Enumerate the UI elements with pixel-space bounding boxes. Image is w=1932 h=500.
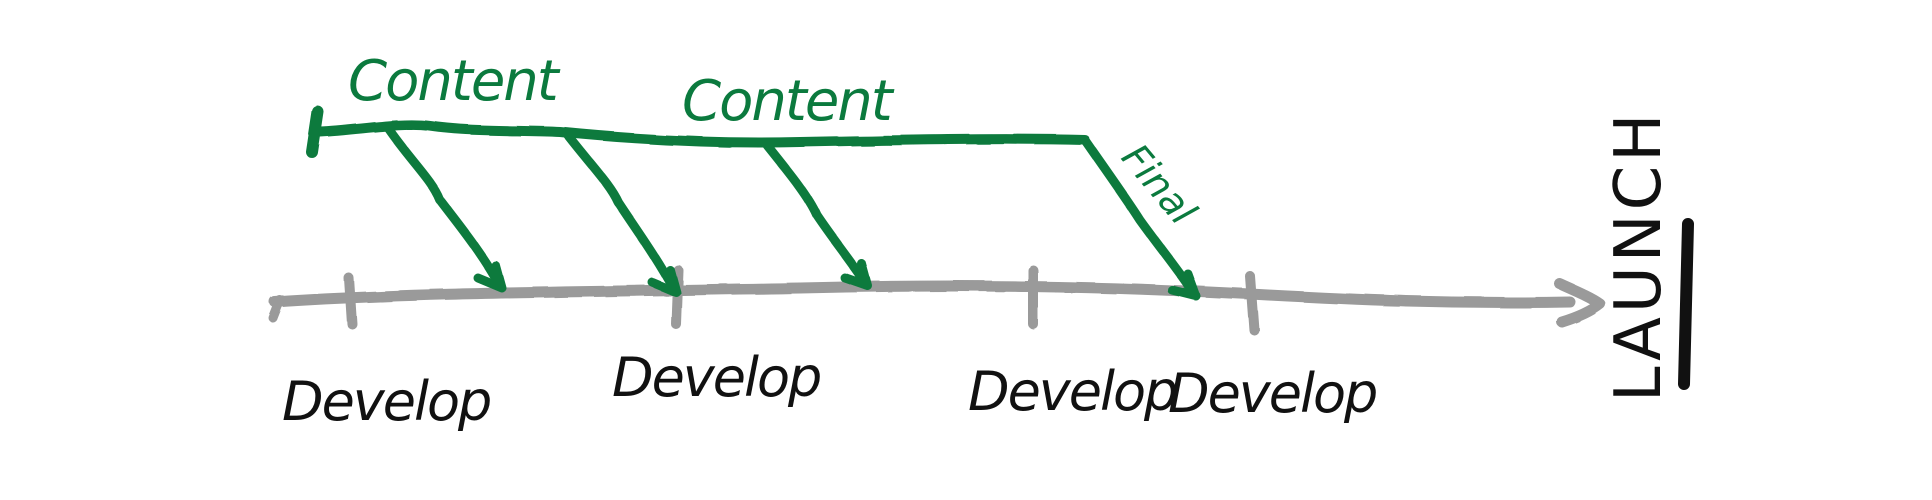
develop-tick-1 — [344, 273, 357, 329]
content-to-develop-arrow-2 — [562, 129, 679, 295]
final-content-arrow — [1080, 135, 1199, 299]
content-timeline-line — [315, 119, 1090, 148]
content-to-develop-arrowhead-1 — [473, 261, 507, 293]
develop-label-4: Develop — [1168, 362, 1376, 425]
develop-label-1: Develop — [282, 370, 490, 433]
content-timeline-start-cap — [306, 106, 324, 158]
content-to-develop-arrow-1 — [383, 123, 505, 291]
content-label-1: Content — [348, 49, 561, 114]
content-to-develop-arrow-3 — [761, 139, 871, 289]
launch-arrowhead-icon — [1554, 278, 1606, 328]
develop-label-2: Develop — [612, 346, 820, 409]
develop-tick-2 — [671, 265, 683, 329]
develop-timeline-start-tick — [268, 295, 285, 323]
content-to-develop-arrowhead-3 — [840, 259, 873, 291]
launch-label: LAUNCH — [1602, 110, 1676, 402]
develop-timeline-line — [269, 280, 1576, 309]
content-timeline — [306, 106, 1201, 301]
final-content-arrowhead — [1167, 269, 1201, 301]
develop-tick-4 — [1245, 271, 1259, 335]
content-label-2: Content — [682, 69, 895, 134]
develop-label-3: Develop — [968, 360, 1176, 423]
launch-finish-bar — [1678, 218, 1694, 390]
develop-timeline — [268, 265, 1606, 335]
final-label: Final — [1113, 136, 1205, 234]
content-to-develop-arrowhead-2 — [647, 265, 681, 297]
